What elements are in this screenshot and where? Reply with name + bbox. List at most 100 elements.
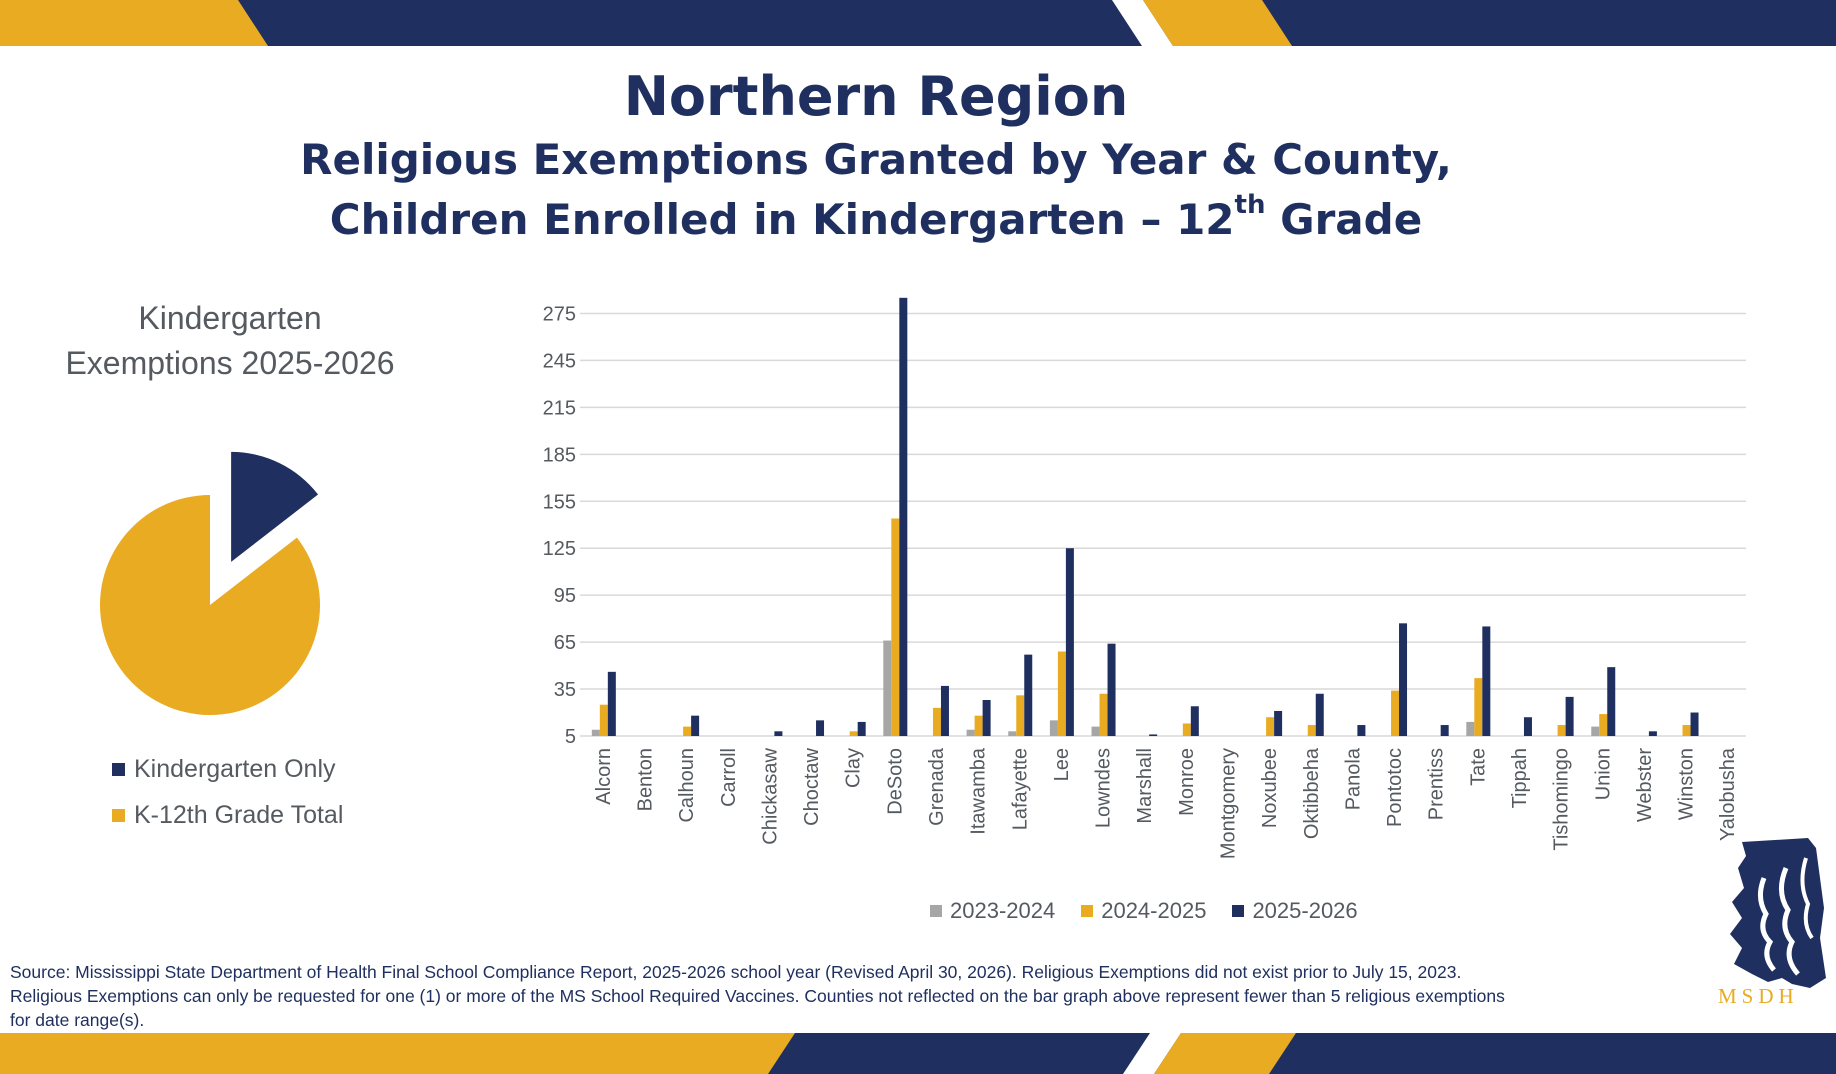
pie-chart-title: Kindergarten Exemptions 2025-2026: [30, 296, 430, 386]
x-tick-label: Tate: [1467, 748, 1489, 786]
y-tick-label: 65: [554, 632, 576, 654]
bar-grenada-2024-2025: [932, 707, 941, 736]
x-tick-label: Monroe: [1176, 748, 1198, 816]
bar-panola-2025-2026: [1357, 725, 1366, 736]
x-tick-label: Noxubee: [1259, 748, 1281, 828]
bar-union-2025-2026: [1607, 667, 1616, 736]
title-block: Northern Region Religious Exemptions Gra…: [0, 64, 1752, 250]
bar-calhoun-2025-2026: [691, 715, 700, 736]
x-tick-label: Choctaw: [801, 747, 823, 825]
y-tick-label: 215: [543, 397, 576, 419]
bar-pontotoc-2024-2025: [1391, 690, 1400, 736]
legend-swatch-gray: [930, 905, 942, 917]
legend-label: 2023-2024: [950, 898, 1056, 923]
bar-clay-2025-2026: [857, 721, 866, 736]
bar-alcorn-2025-2026: [607, 671, 616, 736]
pie-legend-item-kindergarten: Kindergarten Only: [112, 746, 343, 792]
bar-tishomingo-2024-2025: [1557, 725, 1566, 736]
x-tick-label: Lafayette: [1009, 748, 1031, 830]
x-tick-label: Prentiss: [1426, 748, 1448, 820]
subtitle-superscript: th: [1234, 190, 1266, 220]
legend-label: K-12th Grade Total: [134, 800, 344, 829]
bar-winston-2025-2026: [1690, 712, 1699, 736]
source-line3: for date range(s).: [10, 1010, 145, 1030]
y-tick-label: 275: [543, 303, 576, 325]
bar-tishomingo-2025-2026: [1565, 696, 1574, 736]
bar-alcorn-2024-2025: [599, 704, 608, 736]
bar-clay-2024-2025: [849, 731, 858, 736]
bar-lowndes-2025-2026: [1107, 643, 1116, 736]
bar-lafayette-2023-2024: [1008, 731, 1017, 736]
bar-pontotoc-2025-2026: [1399, 623, 1408, 736]
legend-swatch-navy: [1232, 905, 1245, 917]
legend-swatch-gold: [1081, 905, 1094, 917]
x-tick-label: Oktibbeha: [1301, 747, 1323, 839]
bar-itawamba-2024-2025: [974, 715, 983, 736]
x-tick-label: Union: [1592, 748, 1614, 800]
x-tick-label: Pontotoc: [1384, 748, 1406, 827]
page-subtitle-line1: Religious Exemptions Granted by Year & C…: [300, 135, 1452, 184]
bar-lowndes-2023-2024: [1091, 726, 1100, 736]
bar-marshall-2025-2026: [1149, 734, 1158, 736]
bottom-banner: [0, 1033, 1836, 1074]
pie-legend: Kindergarten Only K-12th Grade Total: [112, 746, 343, 838]
bar-lafayette-2024-2025: [1016, 695, 1025, 736]
x-tick-label: Tippah: [1509, 748, 1531, 808]
y-tick-label: 185: [543, 444, 576, 466]
source-line1: Source: Mississippi State Department of …: [10, 962, 1462, 982]
y-tick-label: 125: [543, 538, 576, 560]
pie-chart: [100, 451, 320, 715]
bar-chickasaw-2025-2026: [774, 731, 783, 736]
page-title: Northern Region: [623, 65, 1129, 128]
bar-lafayette-2025-2026: [1024, 654, 1033, 736]
pie-title-line2: Exemptions 2025-2026: [65, 345, 395, 381]
legend-label: 2024-2025: [1101, 898, 1207, 923]
pie-slice-kindergarten-only: [231, 451, 319, 562]
bar-noxubee-2025-2026: [1274, 710, 1283, 736]
bar-winston-2024-2025: [1682, 725, 1691, 736]
y-tick-label: 35: [554, 679, 576, 701]
x-tick-label: DeSoto: [884, 748, 906, 815]
source-line2: Religious Exemptions can only be request…: [10, 986, 1505, 1006]
x-tick-label: Itawamba: [968, 747, 990, 835]
bar-desoto-2025-2026: [899, 297, 908, 736]
bar-legend-item-2024: 2024-2025: [1081, 898, 1206, 924]
source-note: Source: Mississippi State Department of …: [10, 960, 1690, 1032]
bar-union-2023-2024: [1591, 726, 1600, 736]
x-tick-label: Alcorn: [593, 748, 615, 805]
bar-tate-2025-2026: [1482, 626, 1491, 736]
legend-swatch-gold: [112, 808, 125, 822]
x-tick-label: Chickasaw: [759, 747, 781, 844]
x-tick-label: Marshall: [1134, 748, 1156, 824]
pie-slice-k-12th-grade-total: [100, 495, 320, 715]
bar-monroe-2024-2025: [1182, 723, 1191, 736]
legend-swatch-navy: [112, 762, 125, 776]
x-tick-label: Tishomingo: [1551, 748, 1573, 851]
bar-lee-2025-2026: [1065, 548, 1074, 736]
bar-oktibbeha-2025-2026: [1315, 693, 1324, 736]
y-tick-label: 245: [543, 350, 576, 372]
bar-itawamba-2025-2026: [982, 700, 991, 736]
x-tick-label: Clay: [843, 748, 865, 788]
x-tick-label: Montgomery: [1217, 748, 1239, 859]
page-subtitle-line2: Children Enrolled in Kindergarten – 12th…: [0, 190, 1752, 250]
msdh-logo-icon: [1730, 838, 1826, 988]
x-tick-label: Carroll: [718, 748, 740, 807]
bar-desoto-2024-2025: [891, 518, 900, 736]
x-tick-label: Benton: [634, 748, 656, 811]
bar-legend-item-2023: 2023-2024: [930, 898, 1055, 924]
x-tick-label: Winston: [1676, 748, 1698, 820]
bar-lee-2024-2025: [1057, 651, 1066, 736]
bar-tate-2023-2024: [1466, 721, 1475, 736]
y-tick-label: 5: [565, 726, 576, 748]
bar-legend: 2023-2024 2024-2025 2025-2026: [930, 898, 1384, 924]
bar-lee-2023-2024: [1049, 720, 1058, 736]
x-tick-label: Panola: [1342, 747, 1364, 810]
pie-title-line1: Kindergarten: [138, 300, 322, 336]
bar-union-2024-2025: [1599, 714, 1608, 736]
bar-lowndes-2024-2025: [1099, 693, 1108, 736]
bar-itawamba-2023-2024: [966, 729, 975, 736]
bar-grenada-2025-2026: [940, 685, 949, 736]
x-tick-label: Grenada: [926, 747, 948, 826]
pie-legend-item-k12: K-12th Grade Total: [112, 792, 343, 838]
